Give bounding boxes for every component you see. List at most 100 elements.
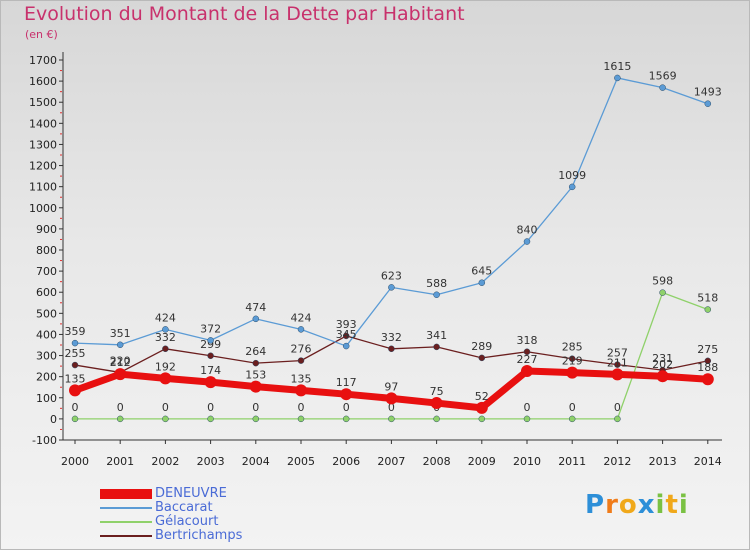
- y-tick-label: 1200: [29, 160, 57, 173]
- data-label-bertrichamps: 332: [381, 331, 402, 344]
- legend-swatch-baccarat: [100, 507, 152, 509]
- data-point-deneuvre: [204, 376, 217, 389]
- data-point-deneuvre: [340, 388, 353, 401]
- data-point-deneuvre: [430, 397, 443, 410]
- data-label-bertrichamps: 289: [471, 340, 492, 353]
- data-label-baccarat: 1615: [603, 60, 631, 73]
- data-point-deneuvre: [566, 366, 579, 379]
- data-point-deneuvre: [475, 401, 488, 414]
- x-tick-label: 2010: [513, 455, 541, 468]
- proxiti-logo: Proxiti: [585, 490, 689, 520]
- data-label-bertrichamps: 220: [110, 354, 131, 367]
- data-point-baccarat: [162, 326, 169, 333]
- data-point-baccarat: [523, 238, 531, 245]
- logo-letter: t: [665, 490, 679, 520]
- legend-label-gelacourt: Gélacourt: [155, 514, 219, 529]
- data-label-gelacourt: 0: [207, 401, 214, 414]
- y-tick-label: 1500: [29, 96, 57, 109]
- data-label-deneuvre: 52: [475, 390, 489, 403]
- y-tick-label: 1100: [29, 181, 57, 194]
- data-point-deneuvre: [611, 368, 624, 381]
- series-line-baccarat: [74, 77, 709, 347]
- chart-unit: (en €): [25, 28, 58, 41]
- data-label-deneuvre: 227: [517, 353, 538, 366]
- data-point-baccarat: [478, 279, 486, 286]
- data-point-baccarat: [614, 74, 621, 82]
- x-tick-label: 2007: [377, 455, 405, 468]
- x-tick-label: 2003: [197, 455, 225, 468]
- y-tick-label: 1400: [29, 117, 57, 130]
- data-label-bertrichamps: 332: [155, 331, 176, 344]
- data-label-baccarat: 474: [245, 301, 266, 314]
- data-point-gelacourt: [433, 415, 440, 423]
- data-label-gelacourt: 0: [72, 401, 79, 414]
- data-point-bertrichamps: [252, 359, 260, 367]
- y-tick-label: 700: [36, 265, 57, 278]
- data-label-deneuvre: 202: [652, 358, 673, 371]
- data-label-gelacourt: 0: [252, 401, 259, 414]
- data-point-deneuvre: [69, 384, 81, 397]
- data-point-gelacourt: [704, 306, 712, 313]
- data-point-baccarat: [252, 315, 260, 323]
- x-tick-label: 2009: [468, 455, 496, 468]
- data-label-deneuvre: 97: [384, 380, 398, 393]
- data-label-gelacourt: 0: [569, 401, 576, 414]
- data-point-deneuvre: [159, 372, 172, 385]
- y-tick-label: 1600: [29, 75, 57, 88]
- legend-label-baccarat: Baccarat: [155, 500, 213, 515]
- data-point-bertrichamps: [433, 343, 440, 351]
- data-point-deneuvre: [295, 384, 307, 397]
- data-point-baccarat: [433, 291, 440, 299]
- data-label-baccarat: 645: [471, 265, 492, 278]
- data-point-deneuvre: [114, 368, 127, 381]
- y-tick-label: 1000: [29, 202, 57, 215]
- data-point-gelacourt: [297, 415, 305, 423]
- x-tick-label: 2006: [332, 455, 360, 468]
- data-point-bertrichamps: [207, 352, 214, 360]
- data-point-gelacourt: [116, 415, 124, 423]
- data-label-deneuvre: 117: [336, 376, 357, 389]
- data-point-baccarat: [568, 183, 576, 191]
- y-tick-label: 400: [36, 328, 57, 341]
- y-tick-label: 800: [36, 244, 57, 257]
- data-label-gelacourt: 0: [298, 401, 305, 414]
- data-point-gelacourt: [659, 289, 666, 296]
- data-label-gelacourt: 0: [614, 401, 621, 414]
- data-point-baccarat: [116, 341, 124, 349]
- x-tick-label: 2004: [242, 455, 270, 468]
- data-point-gelacourt: [252, 415, 260, 423]
- x-tick-label: 2000: [61, 455, 89, 468]
- data-point-bertrichamps: [71, 361, 79, 369]
- data-point-gelacourt: [71, 415, 79, 423]
- logo-letter: P: [585, 490, 606, 520]
- data-label-gelacourt: 0: [388, 401, 395, 414]
- data-label-bertrichamps: 341: [426, 329, 447, 342]
- y-tick-label: 500: [36, 307, 57, 320]
- y-tick-label: 600: [36, 286, 57, 299]
- data-label-baccarat: 359: [65, 325, 86, 338]
- data-label-baccarat: 1569: [649, 70, 677, 83]
- data-label-baccarat: 424: [155, 311, 176, 324]
- data-point-gelacourt: [568, 415, 576, 423]
- y-tick-label: 900: [36, 223, 57, 236]
- data-label-deneuvre: 211: [607, 356, 628, 369]
- logo-letter: x: [637, 490, 656, 520]
- legend-swatch-gelacourt: [100, 521, 152, 523]
- data-point-bertrichamps: [297, 357, 305, 364]
- y-tick-label: 1300: [29, 138, 57, 151]
- y-tick-label: 1700: [29, 54, 57, 67]
- x-tick-label: 2014: [694, 455, 722, 468]
- data-point-bertrichamps: [568, 355, 576, 362]
- data-point-baccarat: [659, 84, 666, 91]
- data-label-gelacourt: 518: [697, 292, 718, 305]
- x-tick-label: 2011: [558, 455, 586, 468]
- data-point-deneuvre: [656, 370, 669, 383]
- legend-label-deneuvre: DENEUVRE: [155, 486, 227, 501]
- logo-letter: r: [605, 490, 619, 520]
- data-label-deneuvre: 75: [430, 385, 444, 398]
- x-tick-label: 2002: [151, 455, 179, 468]
- data-label-gelacourt: 0: [162, 401, 169, 414]
- data-point-baccarat: [297, 326, 305, 333]
- data-point-deneuvre: [701, 373, 714, 386]
- x-tick-label: 2005: [287, 455, 315, 468]
